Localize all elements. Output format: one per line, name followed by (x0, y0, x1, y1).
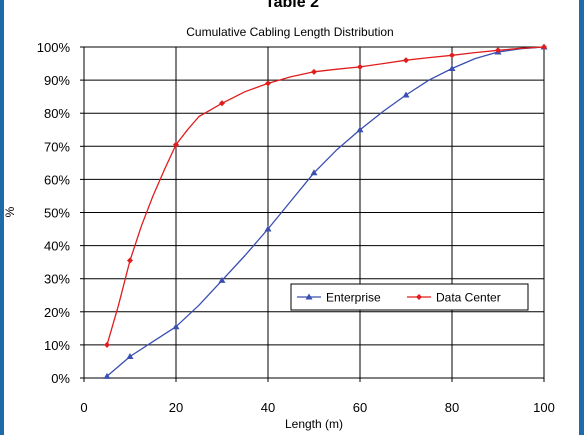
x-tick-labels: 0 20 40 60 80 100 (80, 400, 554, 415)
x-tick-label: 100 (533, 400, 555, 415)
y-tick-label: 30% (44, 272, 70, 287)
x-tick-label: 40 (261, 400, 275, 415)
data-point (310, 169, 318, 176)
legend-label: Enterprise (326, 291, 381, 305)
data-point (103, 372, 111, 379)
y-tick-label: 80% (44, 106, 70, 121)
x-tick-label: 80 (445, 400, 459, 415)
data-point (357, 63, 363, 70)
data-point (218, 276, 226, 283)
y-tick-label: 60% (44, 172, 70, 187)
data-point (265, 80, 271, 87)
x-tick-label: 0 (80, 400, 87, 415)
series-layer (103, 43, 548, 379)
y-tick-label: 20% (44, 305, 70, 320)
legend: Enterprise Data Center (290, 283, 529, 311)
legend-marker (416, 294, 422, 300)
data-point (402, 91, 410, 98)
data-point (264, 225, 272, 232)
series-data-center (104, 44, 547, 348)
y-tick-label: 40% (44, 239, 70, 254)
y-tick-label: 10% (44, 338, 70, 353)
y-tick-label: 90% (44, 73, 70, 88)
x-tick-label: 20 (169, 400, 183, 415)
horizontal-gridlines (80, 46, 544, 379)
data-point (172, 323, 180, 330)
data-point (126, 352, 134, 359)
legend-marker (305, 293, 313, 300)
y-tick-label: 70% (44, 139, 70, 154)
chart-title: Cumulative Cabling Length Distribution (186, 25, 393, 39)
data-point (541, 44, 547, 50)
data-point (219, 100, 225, 107)
data-point (173, 141, 179, 148)
data-point (311, 68, 317, 75)
data-point (356, 126, 364, 133)
data-point (127, 257, 133, 264)
series-enterprise (103, 43, 548, 379)
y-axis-label: % (3, 206, 17, 217)
data-point (104, 341, 110, 348)
y-tick-label: 100% (37, 40, 71, 55)
y-tick-labels: 0% 10% 20% 30% 40% 50% 60% 70% 80% 90% 100% (37, 40, 71, 386)
x-axis-label: Length (m) (285, 417, 343, 431)
data-point (448, 65, 456, 72)
table-caption: Table 2 (265, 0, 319, 11)
data-point (495, 47, 501, 54)
series-line (106, 46, 545, 377)
y-tick-label: 0% (51, 371, 70, 386)
y-tick-label: 50% (44, 206, 70, 221)
legend-label: Data Center (436, 291, 501, 305)
x-tick-label: 60 (353, 400, 367, 415)
data-point (403, 57, 409, 64)
data-point (449, 52, 455, 59)
